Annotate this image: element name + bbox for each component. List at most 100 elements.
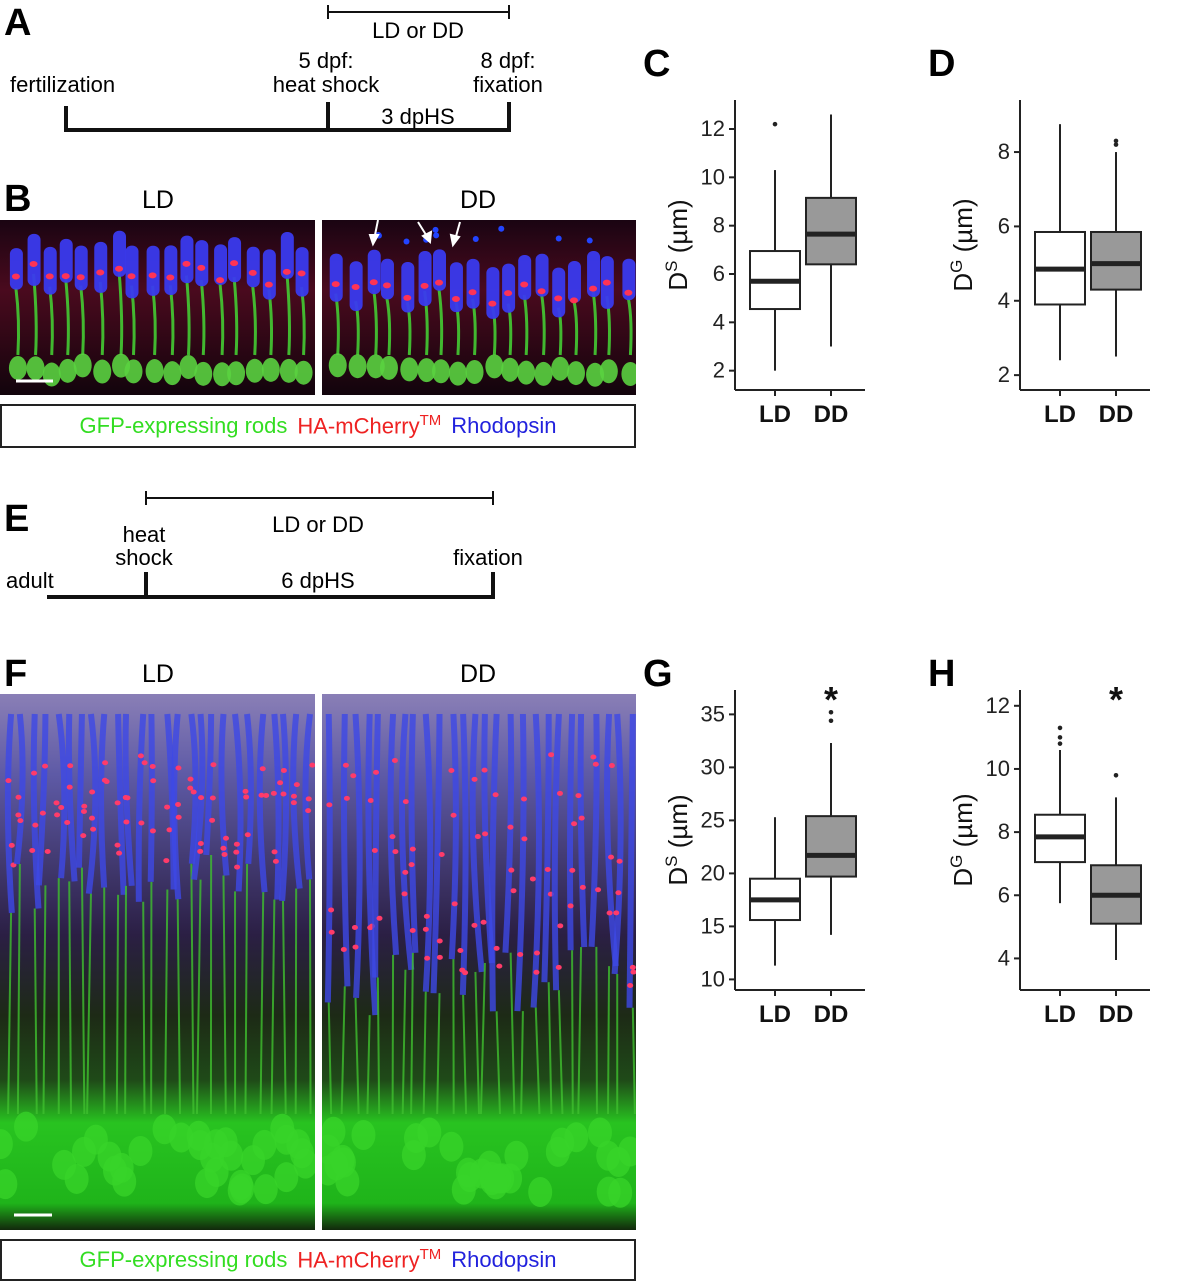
timeline-a-start-label: fertilization bbox=[10, 72, 116, 97]
rod-soma bbox=[599, 359, 618, 384]
mcherry-stripe bbox=[567, 903, 574, 909]
rod-outer-segment bbox=[552, 267, 566, 318]
mcherry-stripe bbox=[438, 851, 445, 857]
rod-soma bbox=[58, 358, 77, 383]
mcherry-stripe bbox=[116, 850, 123, 856]
mcherry-stripe bbox=[615, 890, 622, 896]
panel-label-e: E bbox=[4, 498, 30, 540]
mcherry-stripe bbox=[149, 763, 156, 769]
timeline-a-range-label: LD or DD bbox=[372, 18, 464, 43]
rod-outer-segment bbox=[324, 713, 333, 1003]
mcherry-stripe bbox=[468, 289, 477, 296]
rod-axon bbox=[340, 986, 346, 1115]
mcherry-stripe bbox=[5, 778, 12, 784]
panel-f-dd-label: DD bbox=[459, 660, 497, 688]
panel-label-d: D bbox=[928, 43, 956, 85]
rod-axon bbox=[308, 879, 312, 1115]
mcherry-stripe bbox=[198, 795, 205, 801]
y-axis-label: DS (µm) bbox=[662, 794, 693, 885]
rod-outer-segment bbox=[75, 713, 85, 868]
mcherry-stripe bbox=[448, 768, 455, 774]
rod-outer-segment bbox=[147, 713, 155, 882]
mcherry-stripe bbox=[529, 876, 536, 882]
mcherry-stripe bbox=[123, 819, 130, 825]
timeline-e-range-label: LD or DD bbox=[272, 512, 364, 537]
rod-axon bbox=[372, 289, 378, 356]
panel-label-b: B bbox=[4, 178, 32, 220]
rod-soma bbox=[379, 355, 398, 380]
mcherry-stripe bbox=[569, 867, 576, 873]
rod-soma bbox=[194, 361, 213, 386]
y-tick-label: 8 bbox=[713, 213, 725, 238]
panel-label-f: F bbox=[4, 653, 28, 695]
rod-soma bbox=[253, 1174, 278, 1205]
rod-axon bbox=[142, 901, 146, 1115]
rod-outer-segment bbox=[433, 249, 447, 291]
mcherry-stripe bbox=[517, 951, 524, 957]
timeline-e-start-label: adult bbox=[6, 568, 54, 593]
mcherry-stripe bbox=[496, 963, 503, 969]
rod-soma bbox=[432, 359, 451, 384]
panel-label-g: G bbox=[643, 653, 673, 695]
rod-soma bbox=[366, 354, 385, 379]
timeline-e-interval-label: 6 dpHS bbox=[281, 568, 355, 593]
box-dd bbox=[805, 815, 857, 878]
y-tick-label: 10 bbox=[701, 164, 725, 189]
mcherry-stripe bbox=[409, 928, 416, 934]
mcherry-stripe bbox=[44, 849, 51, 855]
rod-soma bbox=[124, 359, 143, 384]
mcherry-stripe bbox=[96, 269, 105, 276]
rod-outer-segment bbox=[380, 258, 394, 300]
rod-axon bbox=[199, 280, 206, 356]
rod-outer-segment bbox=[622, 258, 636, 301]
rod-outer-segment bbox=[514, 713, 527, 1012]
rhodopsin-debris bbox=[555, 235, 562, 242]
micrograph-b-dd bbox=[322, 220, 636, 395]
mcherry-stripe bbox=[450, 812, 457, 818]
outlier-point bbox=[1113, 142, 1119, 147]
legend-mcherry-f-text: HA-mCherry bbox=[297, 1247, 420, 1273]
mcherry-stripe bbox=[352, 944, 359, 950]
mcherry-stripe bbox=[392, 849, 399, 855]
mcherry-stripe bbox=[182, 260, 191, 267]
mcherry-stripe bbox=[451, 901, 458, 907]
rod-axon bbox=[190, 863, 195, 1115]
mcherry-stripe bbox=[602, 279, 611, 286]
mcherry-stripe bbox=[403, 294, 412, 301]
rod-soma bbox=[517, 360, 536, 385]
timeline-a-interval-label: 3 dpHS bbox=[381, 104, 455, 129]
rhodopsin-debris bbox=[432, 226, 439, 233]
rod-outer-segment bbox=[535, 253, 549, 297]
micrograph-b-ld bbox=[0, 220, 315, 395]
mcherry-stripe bbox=[435, 279, 444, 286]
rod-outer-segment bbox=[398, 713, 415, 971]
mcherry-stripe bbox=[233, 841, 240, 847]
mcherry-stripe bbox=[175, 802, 182, 808]
rod-soma bbox=[186, 1120, 211, 1151]
rod-outer-segment bbox=[244, 713, 254, 865]
mcherry-stripe bbox=[555, 964, 562, 970]
mcherry-stripe bbox=[457, 948, 464, 954]
timeline-e-hs-line1: heat bbox=[122, 522, 166, 547]
rhodopsin-debris bbox=[472, 236, 479, 243]
mcherry-stripe bbox=[17, 818, 24, 824]
legend-mcherry-f: HA-mCherryTM bbox=[297, 1246, 441, 1273]
mcherry-stripe bbox=[39, 810, 46, 816]
rod-outer-segment bbox=[587, 250, 601, 298]
mcherry-stripe bbox=[521, 836, 528, 842]
outlier-point bbox=[1057, 741, 1063, 746]
mcherry-stripe bbox=[29, 847, 36, 853]
x-tick-label: DD bbox=[1099, 1001, 1134, 1028]
mcherry-stripe bbox=[420, 282, 429, 289]
rod-outer-segment bbox=[541, 713, 552, 983]
rod-axon bbox=[626, 298, 633, 356]
y-tick-label: 6 bbox=[713, 261, 725, 286]
y-tick-label: 4 bbox=[998, 945, 1010, 970]
rod-axon bbox=[462, 994, 468, 1115]
mcherry-stripe bbox=[436, 938, 443, 944]
mcherry-stripe bbox=[571, 821, 578, 827]
y-tick-label: 10 bbox=[986, 756, 1010, 781]
rod-axon bbox=[410, 952, 414, 1115]
rod-outer-segment bbox=[469, 713, 485, 973]
mcherry-stripe bbox=[305, 808, 312, 814]
